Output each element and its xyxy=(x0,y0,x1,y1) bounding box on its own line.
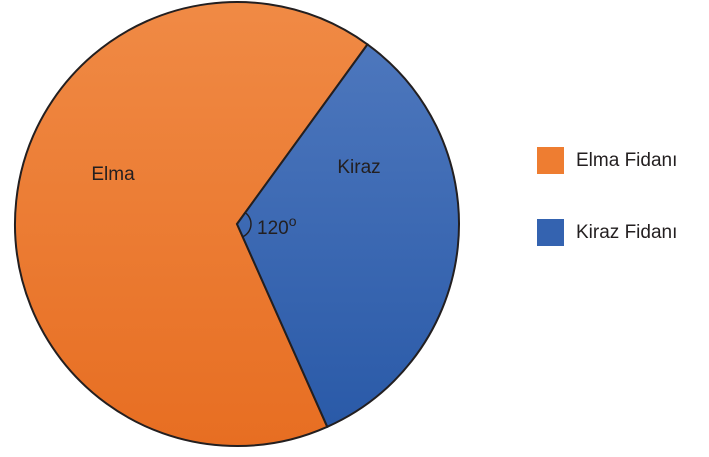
angle-arc xyxy=(242,212,252,238)
legend-label: Elma Fidanı xyxy=(576,150,677,171)
legend-swatch xyxy=(537,219,564,246)
pie-slice xyxy=(14,1,369,447)
angle-unit: o xyxy=(289,213,297,229)
legend-swatch xyxy=(537,147,564,174)
angle-value: 120 xyxy=(257,218,289,239)
pie-slice xyxy=(235,43,460,429)
slice-label: Kiraz xyxy=(337,157,380,178)
angle-label: 120o xyxy=(257,213,297,239)
legend-label: Kiraz Fidanı xyxy=(576,222,677,243)
slice-label: Elma xyxy=(91,164,135,185)
